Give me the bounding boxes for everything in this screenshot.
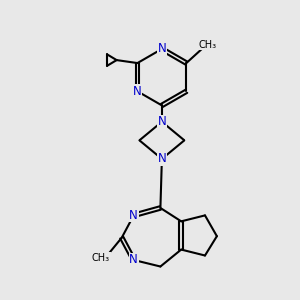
Text: CH₃: CH₃	[199, 40, 217, 50]
Text: N: N	[133, 85, 142, 98]
Text: N: N	[158, 152, 166, 165]
Text: N: N	[158, 42, 166, 56]
Text: CH₃: CH₃	[92, 253, 110, 262]
Text: N: N	[158, 115, 166, 128]
Text: N: N	[129, 254, 138, 266]
Text: N: N	[129, 209, 138, 222]
